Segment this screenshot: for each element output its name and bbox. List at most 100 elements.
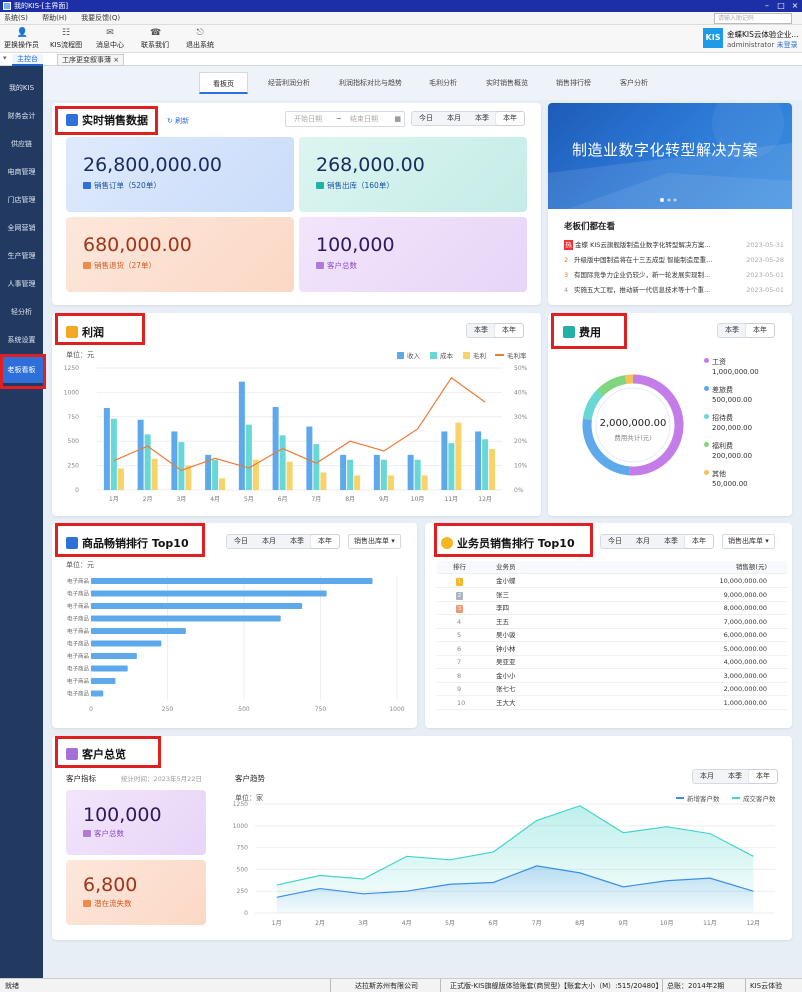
money-bag-icon [563,326,575,338]
switch-operator-button[interactable]: 👤 更换操作员 [4,28,39,49]
sales-outbound-card[interactable]: 268,000.00 销售出库（160单） [299,137,527,212]
tab-gross-analysis[interactable]: 毛利分析 [429,79,457,87]
period-month[interactable]: 本月 [636,537,650,545]
tab-profit-analysis[interactable]: 经营利润分析 [268,79,310,87]
period-today[interactable]: 今日 [419,114,433,122]
news-item[interactable]: 4 实施五大工程，推动新一代信息技术等十个重... 2023-05-01 [564,285,784,295]
news-item[interactable]: 热金蝶 KIS云旗舰版制造业数字化转型解决方案... 2023-05-31 [564,240,784,250]
legend-deal-customers: 成交客户数 [732,793,776,803]
sales-amount: 10,000,000.00 [719,577,767,585]
tab-profit-trend[interactable]: 利润指标对比与趋势 [339,79,402,87]
top-sales-title: 业务员销售排行 Top10 [441,535,575,551]
table-row[interactable]: 9 张七七 2,000,000.00 [437,683,787,696]
tab-process-change[interactable]: 工序更变叙事薄 × [57,54,125,66]
sidebar-item-ecommerce[interactable]: 电商管理 [7,168,36,176]
period-year[interactable]: 本年 [685,535,713,548]
refresh-button[interactable]: ↻ 刷新 [167,117,190,125]
profit-title: 利润 [66,324,104,340]
tab-customer-analysis[interactable]: 客户分析 [620,79,648,87]
donut-slice [624,374,634,385]
period-today[interactable]: 今日 [608,537,622,545]
table-row[interactable]: 10 王大大 1,000,000.00 [437,697,787,710]
sidebar-item-boss-board[interactable]: 老板看板 [0,357,43,383]
period-year[interactable]: 本年 [746,324,774,337]
start-date-input[interactable]: 开始日期 [294,115,322,123]
table-row[interactable]: 2 张三 9,000,000.00 [437,589,787,602]
rank-number: 8 [457,671,462,680]
period-month[interactable]: 本月 [447,114,461,122]
period-year[interactable]: 本年 [311,535,339,548]
cost-bar [448,443,455,490]
table-row[interactable]: 7 吴亚亚 4,000,000.00 [437,656,787,669]
contact-us-button[interactable]: ☎ 联系我们 [141,28,169,49]
promo-banner[interactable]: 制造业数字化转型解决方案 [548,103,792,209]
maximize-icon[interactable]: □ [777,1,785,10]
tab-home[interactable]: 主控台 [12,54,43,66]
period-quarter[interactable]: 本季 [664,537,678,545]
table-row[interactable]: 5 吴小骏 6,000,000.00 [437,629,787,642]
close-icon[interactable]: × [113,56,120,64]
tab-dashboard[interactable]: 看板页 [199,72,248,94]
search-input[interactable]: 请输入助记码 [714,13,792,24]
churn-risk-card[interactable]: 6,800 潜在流失数 [66,860,206,925]
sales-order-card[interactable]: 26,800,000.00 销售订单（520单） [66,137,294,212]
menu-system[interactable]: 系统(S) [4,14,28,22]
date-range-picker[interactable]: 开始日期 ~ 结束日期 ▦ [285,111,405,127]
sales-return-value: 680,000.00 [83,234,192,256]
end-date-input[interactable]: 结束日期 [350,115,378,123]
table-row[interactable]: 6 钟小林 5,000,000.00 [437,643,787,656]
period-quarter[interactable]: 本季 [728,772,742,780]
message-center-button[interactable]: ✉ 消息中心 [96,28,124,49]
expense-value: 200,000.00 [712,424,753,432]
sidebar-item-store[interactable]: 门店管理 [7,196,36,204]
period-month[interactable]: 本月 [700,772,714,780]
news-item[interactable]: 2 升级版中国制造将在十三五成型 智能制造是重... 2023-05-28 [564,255,784,265]
minimize-icon[interactable]: – [765,1,769,10]
flowchart-button[interactable]: ☷ KIS流程图 [50,28,83,49]
x-tick-label: 8月 [575,920,585,927]
tab-sales-ranking[interactable]: 销售排行榜 [556,79,591,87]
sidebar-item-light-analysis[interactable]: 轻分析 [11,308,32,316]
exit-system-button[interactable]: ⎋ 退出系统 [186,28,214,49]
menu-help[interactable]: 帮助(H) [42,14,67,22]
logout-link[interactable]: 未登录 [776,41,798,49]
sidebar-item-settings[interactable]: 系统设置 [7,336,36,344]
tab-dropdown-icon[interactable]: ▾ [3,54,7,62]
stat-time: 统计时间：2023年5月22日 [121,775,202,783]
table-row[interactable]: 1 金小蝶 10,000,000.00 [437,575,787,588]
period-quarter[interactable]: 本季 [725,326,739,334]
menu-feedback[interactable]: 我要反馈(Q) [81,14,121,22]
close-icon[interactable]: × [791,1,799,10]
products-unit: 单位：元 [66,561,94,569]
news-item[interactable]: 3 有国际竞争力企业仍较少，新一轮发展实现制... 2023-05-01 [564,270,784,280]
y-tick-label: 1000 [233,823,248,830]
period-year[interactable]: 本年 [495,324,523,337]
top-products-title: 商品畅销排行 Top10 [66,535,189,551]
customer-total-card[interactable]: 100,000 客户总数 [299,217,527,292]
period-quarter[interactable]: 本季 [474,326,488,334]
sidebar-item-finance[interactable]: 财务会计 [7,112,36,120]
legend-gross: 毛利 [463,350,486,360]
tab-sales-overview[interactable]: 实时销售概览 [486,79,528,87]
period-year[interactable]: 本年 [496,112,524,125]
table-row[interactable]: 4 王五 7,000,000.00 [437,616,787,629]
period-today[interactable]: 今日 [234,537,248,545]
sidebar-item-my-kis[interactable]: 我的KIS [8,84,35,92]
status-edition: 正式版-KIS旗舰版体验账套(商贸型)【账套大小（M）:515/20480】 [450,982,663,990]
sidebar-item-production[interactable]: 生产管理 [7,252,36,260]
sales-return-card[interactable]: 680,000.00 销售退货（27单） [66,217,294,292]
period-year[interactable]: 本年 [749,770,777,783]
period-quarter[interactable]: 本季 [475,114,489,122]
cost-bar [144,434,151,490]
products-doc-type-select[interactable]: 销售出库单 ▾ [348,534,401,549]
period-month[interactable]: 本月 [262,537,276,545]
table-row[interactable]: 8 金小小 3,000,000.00 [437,670,787,683]
customer-total-card[interactable]: 100,000 客户总数 [66,790,206,855]
table-row[interactable]: 3 李四 8,000,000.00 [437,602,787,615]
sidebar-item-hr[interactable]: 人事管理 [7,280,36,288]
sidebar-item-supply-chain[interactable]: 供应链 [11,140,32,148]
period-quarter[interactable]: 本季 [290,537,304,545]
sales-rank-doc-type-select[interactable]: 销售出库单 ▾ [722,534,775,549]
sidebar-item-marketing[interactable]: 全网营销 [7,224,36,232]
donut-slice [582,418,630,476]
